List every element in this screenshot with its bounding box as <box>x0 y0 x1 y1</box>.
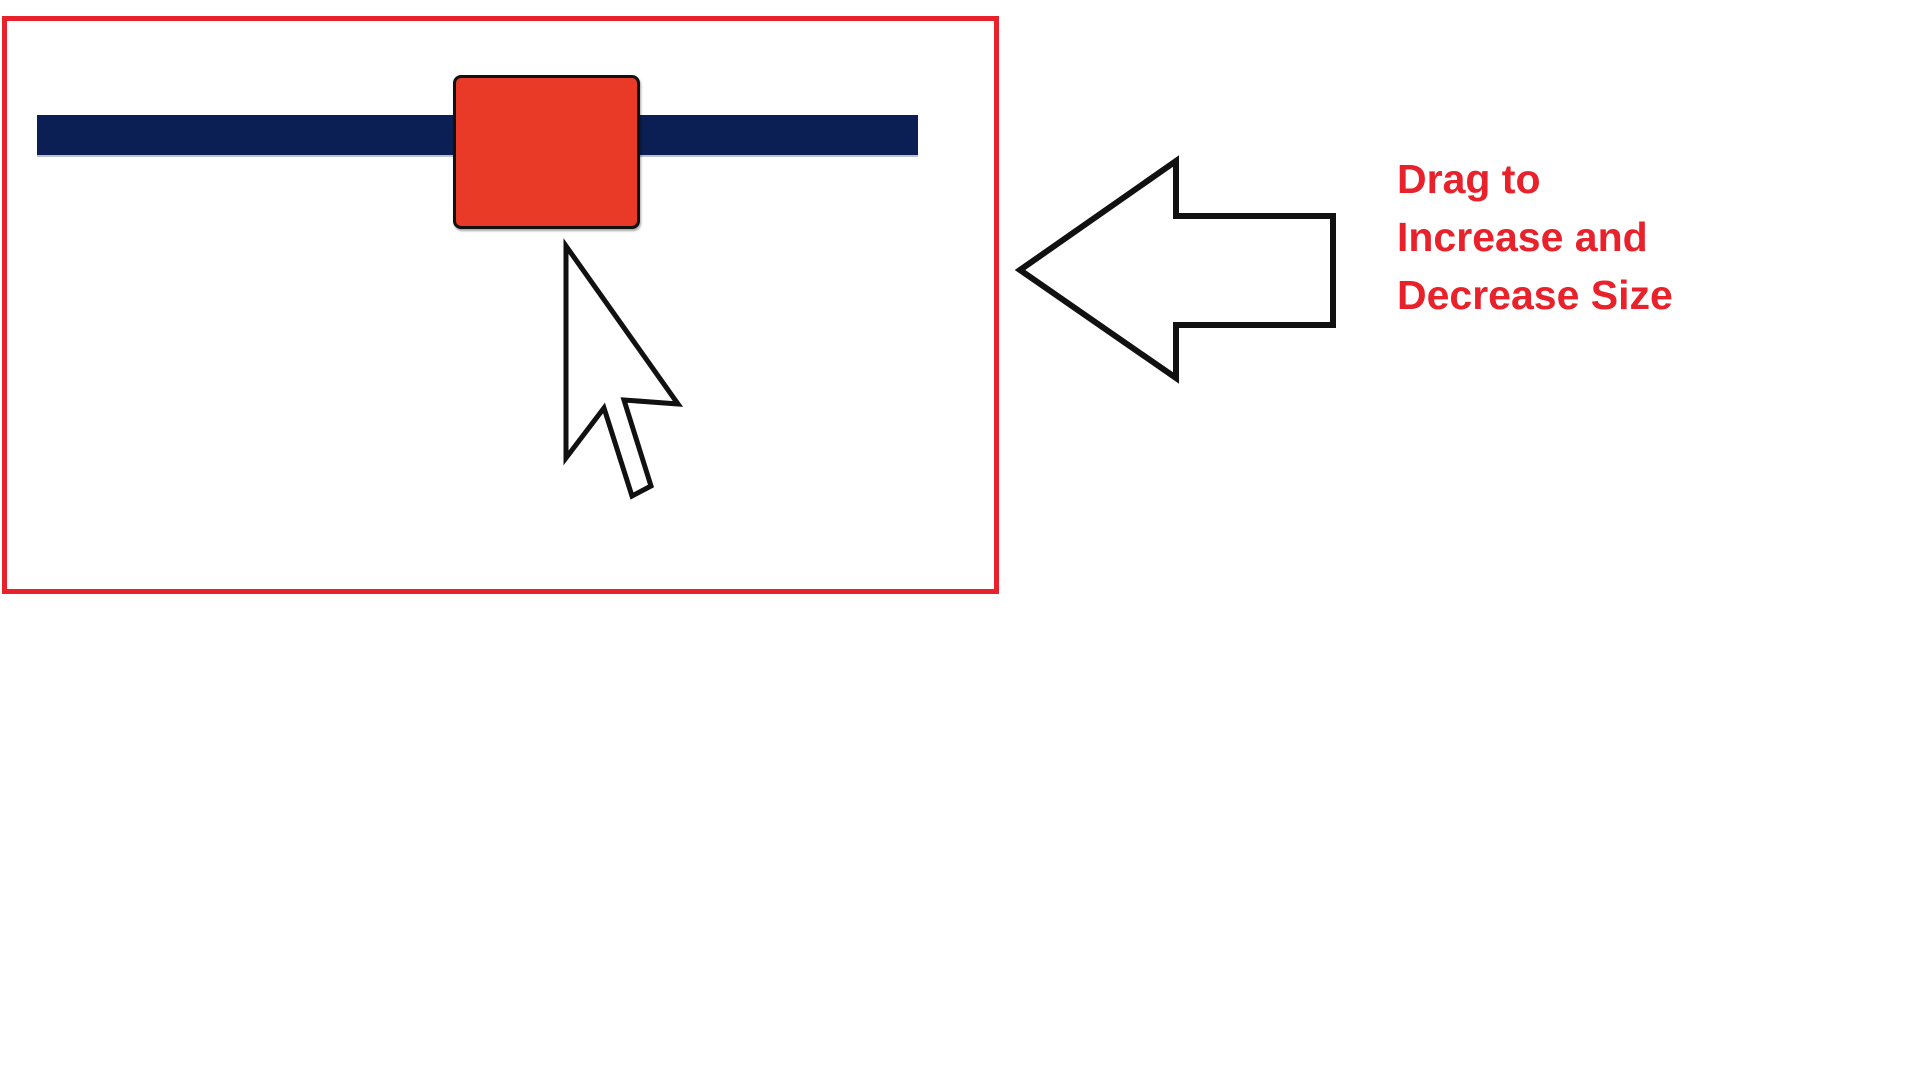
size-slider-handle[interactable] <box>453 75 640 229</box>
left-arrow-outline <box>1014 155 1336 384</box>
slider-demo-frame <box>2 16 999 594</box>
slider-instruction-text: Drag to Increase and Decrease Size <box>1397 156 1673 318</box>
